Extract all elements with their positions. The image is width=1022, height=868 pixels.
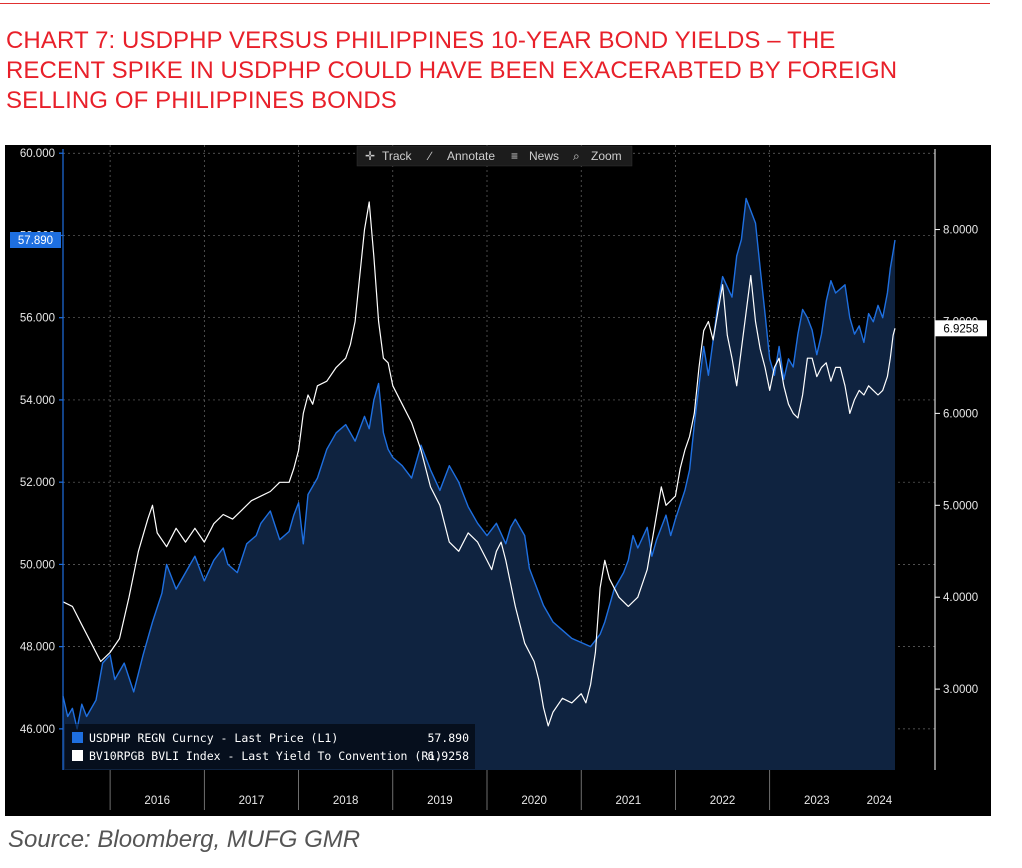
crosshair-icon: ✛ — [365, 149, 375, 163]
left-axis-tick-label: 52.000 — [20, 477, 55, 489]
legend-swatch-usdphp — [72, 732, 83, 743]
usdphp-last-value-badge: 57.890 — [10, 232, 61, 248]
toolbar-news-button[interactable]: ≡ News — [511, 149, 559, 163]
left-axis-tick-label: 48.000 — [20, 642, 55, 654]
left-axis-tick-label: 56.000 — [20, 313, 55, 325]
title-line-1: CHART 7: USDPHP VERSUS PHILIPPINES 10-YE… — [6, 27, 836, 54]
magnifier-icon: ⌕ — [573, 149, 580, 163]
toolbar-news-label: News — [529, 149, 559, 163]
x-axis-tick-label: 2016 — [144, 795, 170, 807]
title-line-2: RECENT SPIKE IN USDPHP COULD HAVE BEEN E… — [6, 57, 898, 84]
legend-value-usdphp: 57.890 — [427, 731, 469, 745]
x-axis-tick-label: 2017 — [239, 795, 265, 807]
chart-legend: USDPHP REGN Curncy - Last Price (L1) 57.… — [65, 724, 475, 769]
axes: 46.00048.00050.00052.00054.00056.00058.0… — [20, 148, 978, 810]
left-axis-tick-label: 46.000 — [20, 724, 55, 736]
pencil-icon: ∕ — [426, 149, 433, 163]
chart-toolbar: ✛ Track ∕ Annotate ≡ News ⌕ Zoom — [356, 145, 633, 167]
toolbar-annotate-label: Annotate — [447, 149, 495, 163]
source-note: Source: Bloomberg, MUFG GMR — [8, 826, 361, 853]
legend-entry-usdphp: USDPHP REGN Curncy - Last Price (L1) 57.… — [72, 731, 469, 745]
news-icon: ≡ — [511, 149, 518, 163]
right-axis-tick-label: 6.0000 — [943, 408, 978, 420]
chart-title: CHART 7: USDPHP VERSUS PHILIPPINES 10-YE… — [6, 26, 1006, 116]
usdphp-series-line — [62, 197, 896, 730]
legend-entry-yield: BV10RPGB BVLI Index - Last Yield To Conv… — [72, 749, 469, 763]
last-value-badges: 57.890 6.9258 — [10, 232, 987, 337]
toolbar-annotate-button[interactable]: ∕ Annotate — [426, 149, 495, 163]
x-axis-tick-label: 2021 — [616, 795, 642, 807]
toolbar-track-button[interactable]: ✛ Track — [365, 149, 413, 163]
right-axis-tick-label: 8.0000 — [943, 225, 978, 237]
right-axis-tick-label: 4.0000 — [943, 592, 978, 604]
toolbar-zoom-label: Zoom — [591, 149, 622, 163]
legend-label-usdphp: USDPHP REGN Curncy - Last Price (L1) — [89, 731, 338, 745]
legend-swatch-yield — [72, 750, 83, 761]
left-axis-tick-label: 60.000 — [20, 148, 55, 160]
right-axis-tick-label: 5.0000 — [943, 500, 978, 512]
title-line-3: SELLING OF PHILIPPINES BONDS — [6, 87, 397, 114]
toolbar-zoom-button[interactable]: ⌕ Zoom — [573, 149, 622, 163]
legend-value-yield: 6.9258 — [427, 749, 469, 763]
x-axis-tick-label: 2023 — [804, 795, 830, 807]
x-axis-tick-label: 2022 — [710, 795, 736, 807]
yield-series-line — [62, 201, 896, 727]
left-axis-tick-label: 50.000 — [20, 559, 55, 571]
x-axis-tick-label: 2024 — [867, 795, 893, 807]
yield-area-fill — [63, 198, 895, 770]
usdphp-last-value: 57.890 — [18, 235, 53, 247]
legend-label-yield: BV10RPGB BVLI Index - Last Yield To Conv… — [89, 749, 442, 763]
toolbar-track-label: Track — [382, 149, 413, 163]
right-axis-tick-label: 3.0000 — [943, 684, 978, 696]
x-axis-tick-label: 2019 — [427, 795, 453, 807]
yield-last-value: 6.9258 — [943, 323, 978, 335]
left-axis-tick-label: 54.000 — [20, 395, 55, 407]
x-axis-tick-label: 2018 — [333, 795, 359, 807]
x-axis-tick-label: 2020 — [521, 795, 547, 807]
top-rule — [0, 3, 990, 4]
chart-plot[interactable]: 46.00048.00050.00052.00054.00056.00058.0… — [5, 145, 991, 816]
yield-last-value-badge: 6.9258 — [935, 320, 987, 337]
